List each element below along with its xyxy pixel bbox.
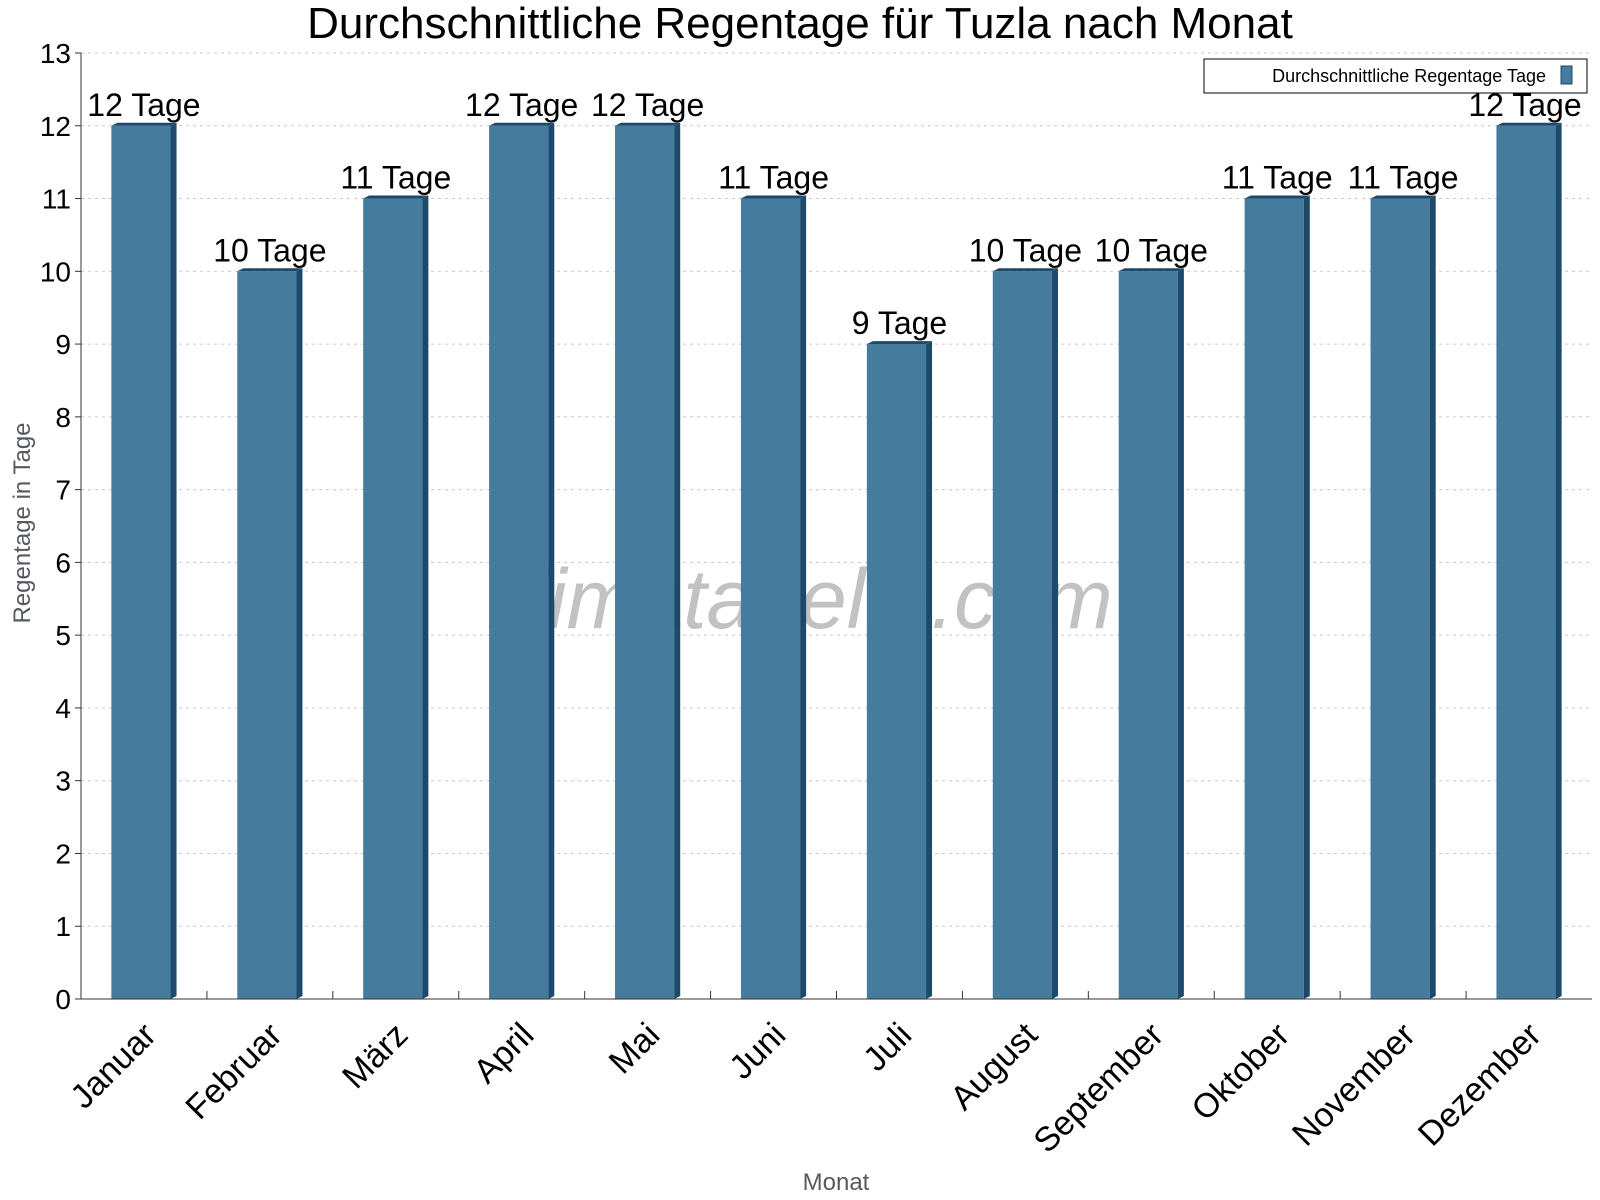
bar-top	[992, 268, 1058, 272]
legend-label: Durchschnittliche Regentage Tage	[1272, 66, 1546, 86]
bar-side	[548, 122, 555, 1000]
x-tick-label: Dezember	[1411, 1016, 1549, 1154]
data-labels: 12 Tage 10 Tage 11 Tage 12 Tage 12 Tage 11 Ta…	[87, 87, 1581, 341]
data-label: 11 Tage	[1222, 160, 1333, 196]
bar-top	[111, 122, 177, 126]
bar-januar	[111, 122, 177, 1000]
bar-side	[1051, 268, 1058, 999]
bar-front	[237, 271, 297, 999]
bar-top	[363, 195, 429, 199]
y-tick-label: 7	[55, 475, 71, 506]
data-label: 11 Tage	[1348, 160, 1459, 196]
bar-märz	[363, 195, 429, 1000]
y-tick-label: 4	[55, 693, 71, 724]
axes	[80, 53, 1592, 1000]
x-tick-label: Juli	[856, 1016, 919, 1079]
bar-side	[1429, 195, 1436, 1000]
data-label: 12 Tage	[591, 87, 704, 123]
bar-top	[866, 341, 933, 345]
bar-front	[1496, 125, 1556, 1000]
x-tick-label: August	[943, 1015, 1045, 1117]
y-tick-label: 3	[55, 766, 71, 797]
x-tick-label: Mai	[602, 1016, 668, 1082]
bar-front	[489, 125, 549, 1000]
legend-swatch	[1560, 65, 1573, 85]
bar-front	[615, 125, 675, 1000]
y-tick-label: 12	[40, 111, 71, 142]
bar-front	[1370, 198, 1430, 1000]
bar-side	[170, 122, 177, 1000]
data-label: 9 Tage	[852, 305, 948, 341]
bar-side	[926, 341, 933, 1000]
bar-side	[296, 268, 303, 999]
bar-april	[489, 122, 555, 1000]
data-label: 11 Tage	[340, 160, 451, 196]
bar-top	[615, 122, 681, 126]
bar-september	[1118, 268, 1184, 999]
x-tick-label: September	[1026, 1016, 1170, 1160]
y-tick-label: 0	[55, 984, 71, 1015]
bar-november	[1370, 195, 1436, 1000]
bar-top	[740, 195, 807, 199]
legend-box	[1203, 58, 1588, 94]
bar-side	[1177, 268, 1184, 999]
bar-top	[1118, 268, 1184, 272]
data-label: 12 Tage	[87, 87, 200, 123]
bars	[111, 122, 1562, 1000]
data-label: 10 Tage	[213, 232, 326, 268]
bar-side	[674, 122, 681, 1000]
data-label: 12 Tage	[465, 87, 578, 123]
x-tick-label: Februar	[178, 1016, 289, 1127]
bar-mai	[615, 122, 681, 1000]
x-tick-label: April	[466, 1016, 541, 1091]
bar-side	[422, 195, 429, 1000]
data-label: 10 Tage	[1095, 232, 1208, 268]
x-tick-label: November	[1285, 1016, 1423, 1154]
bar-front	[740, 198, 801, 1000]
y-tick-label: 8	[55, 402, 71, 433]
bar-front	[992, 271, 1052, 999]
y-tick-label: 2	[55, 838, 71, 869]
bar-top	[1244, 195, 1310, 199]
bar-side	[1555, 122, 1562, 1000]
x-tick-label: März	[335, 1016, 415, 1096]
x-tick-label: Juni	[722, 1016, 793, 1087]
bar-juni	[740, 195, 807, 1000]
x-axis-label: Monat	[803, 1169, 870, 1196]
bar-top	[1370, 195, 1436, 199]
bar-oktober	[1244, 195, 1310, 1000]
y-tick-label: 5	[55, 620, 71, 651]
bar-front	[111, 125, 171, 1000]
y-tick-label: 9	[55, 329, 71, 360]
y-tick-label: 11	[42, 184, 71, 215]
data-label: 11 Tage	[718, 160, 829, 196]
bar-juli	[866, 341, 933, 1000]
y-tick-label: 6	[55, 547, 71, 578]
y-tick-label: 10	[40, 256, 71, 287]
bar-top	[237, 268, 303, 272]
legend: Durchschnittliche Regentage Tage	[1203, 58, 1588, 94]
bar-februar	[237, 268, 303, 999]
bar-august	[992, 268, 1058, 999]
y-axis-label: Regentage in Tage	[9, 422, 36, 623]
bar-front	[1244, 198, 1304, 1000]
bar-front	[1118, 271, 1178, 999]
chart-title: Durchschnittliche Regentage für Tuzla na…	[307, 0, 1293, 48]
x-tick-label: Januar	[63, 1016, 163, 1116]
bar-top	[1496, 122, 1562, 126]
bar-side	[800, 195, 807, 1000]
x-axis-ticks: Januar Februar März April Mai Juni Juli AugustS…	[63, 1015, 1548, 1160]
bar-top	[489, 122, 555, 126]
y-tick-label: 1	[55, 911, 71, 942]
data-label: 10 Tage	[969, 232, 1082, 268]
bar-front	[363, 198, 423, 1000]
bar-dezember	[1496, 122, 1562, 1000]
x-tick-label: Oktober	[1184, 1016, 1296, 1128]
bar-side	[1303, 195, 1310, 1000]
y-tick-label: 13	[40, 38, 71, 69]
bar-front	[866, 344, 927, 1000]
